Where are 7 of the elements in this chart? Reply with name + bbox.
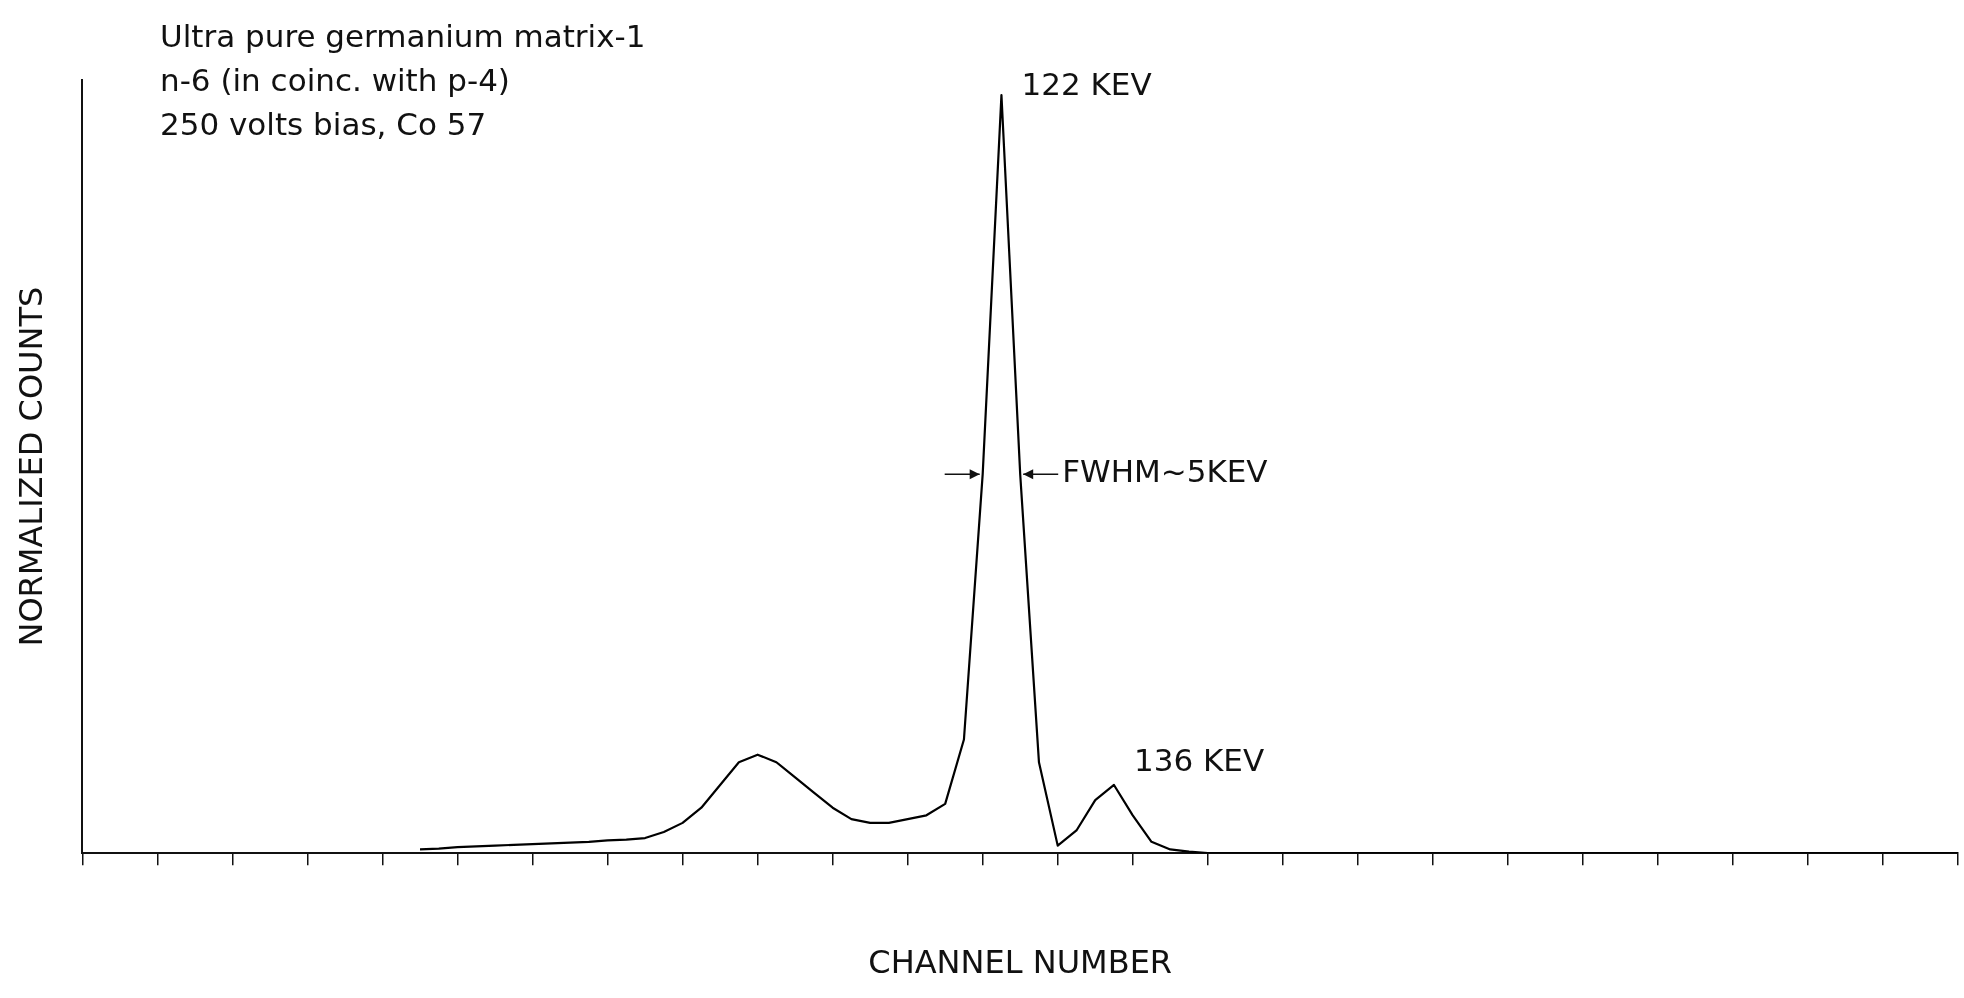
chart-title: Ultra pure germanium matrix-1 [160,17,646,56]
x-axis-title: CHANNEL NUMBER [868,943,1173,982]
annotation: 122 KEV [1021,66,1152,103]
annotation: FWHM~5KEV [1062,453,1268,490]
annotation: 136 KEV [1133,742,1265,779]
y-axis-title: NORMALIZED COUNTS [11,286,50,647]
chart-subtitle: n-6 (in coinc. with p-4) 250 volts bias, Co 57 [160,61,511,144]
